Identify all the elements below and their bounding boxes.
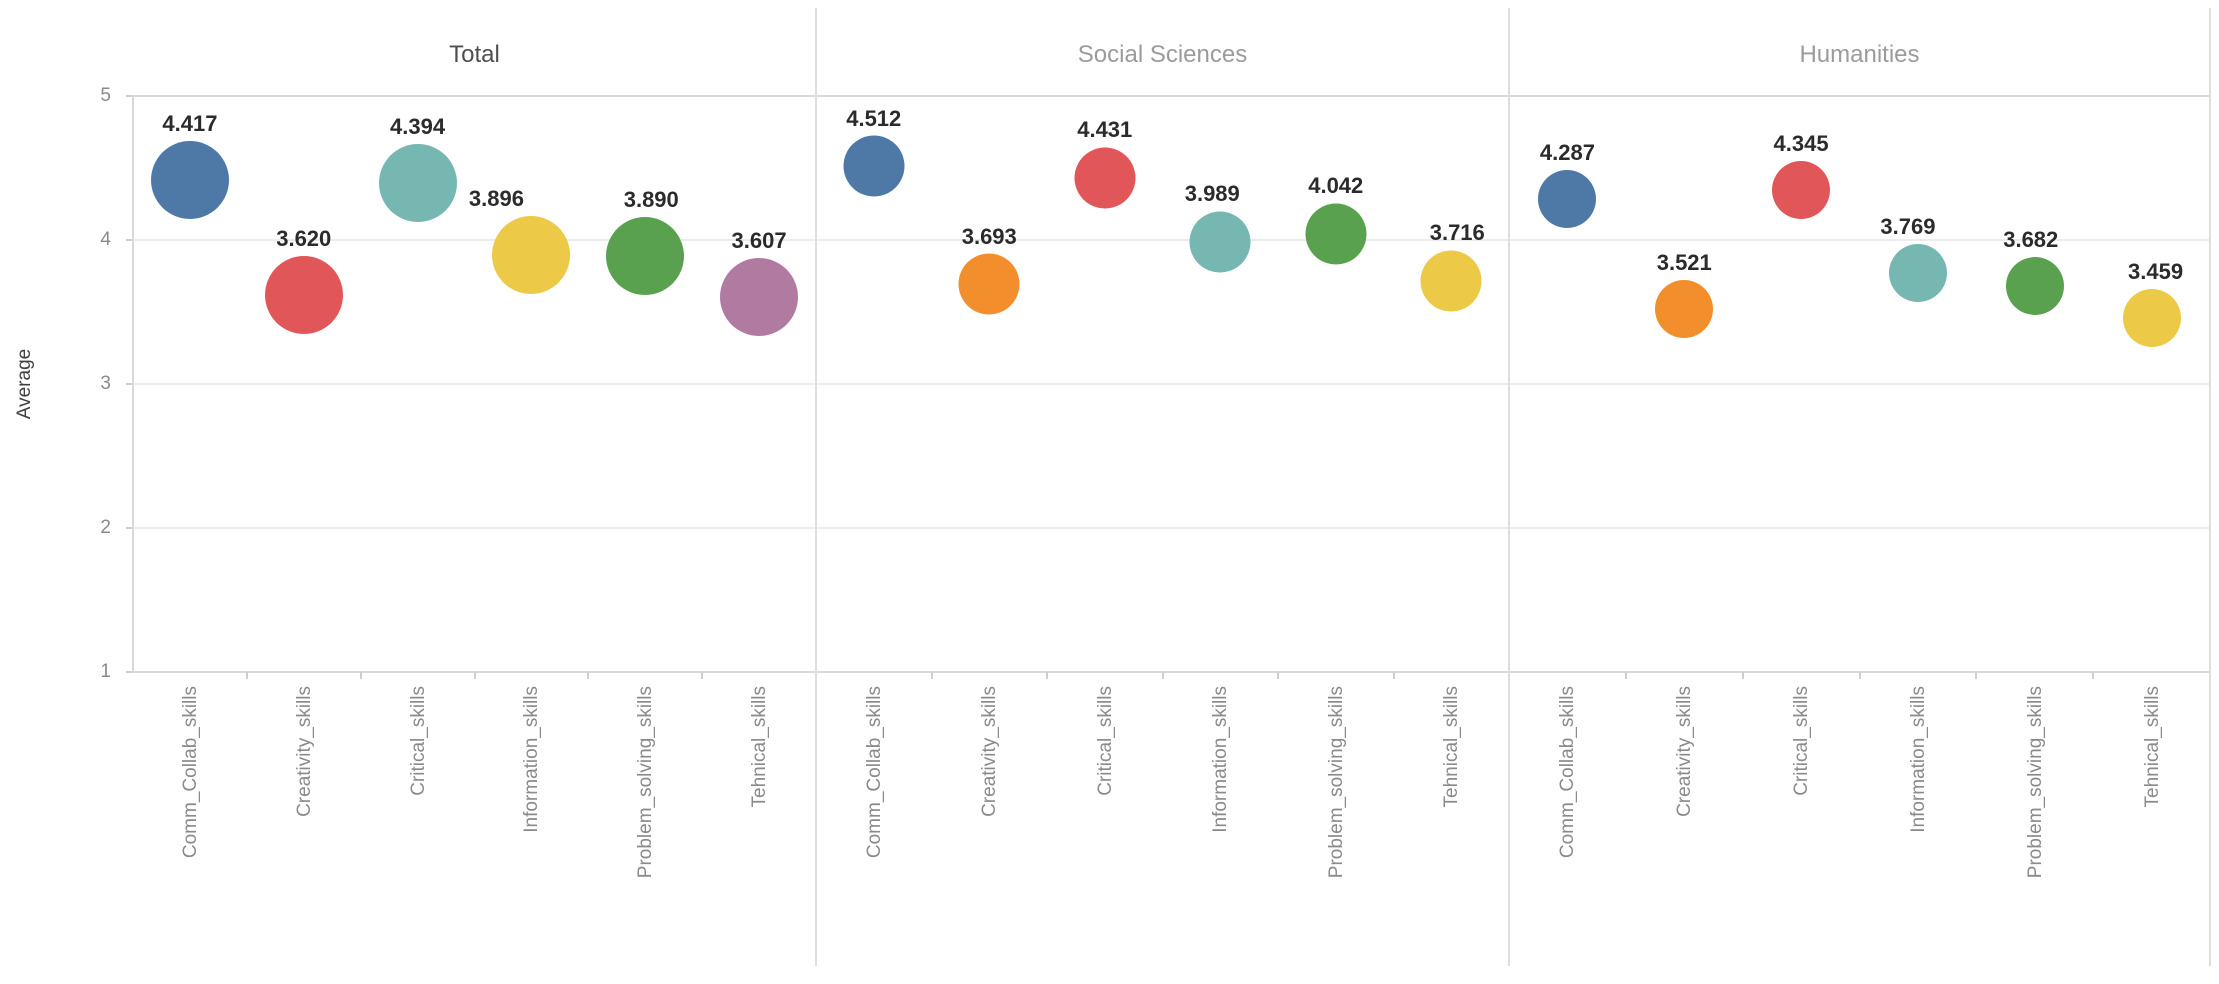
y-tick-mark	[126, 95, 133, 97]
bubble-mark[interactable]	[492, 215, 571, 294]
x-tick-mark	[930, 672, 933, 679]
value-label: 3.896	[468, 185, 524, 211]
bubble-mark[interactable]	[1074, 147, 1136, 209]
bubble-mark[interactable]	[1305, 203, 1367, 265]
value-label: 3.521	[1656, 249, 1712, 275]
value-label: 3.693	[961, 223, 1017, 249]
bubble-mark[interactable]	[1538, 169, 1597, 228]
x-tick-mark	[1161, 672, 1164, 679]
x-tick-mark	[701, 672, 704, 679]
x-tick-mark	[1277, 672, 1279, 679]
y-tick-label: 1	[100, 661, 111, 682]
y-tick-label: 3	[100, 373, 111, 394]
value-label: 4.287	[1539, 139, 1595, 165]
bubble-mark[interactable]	[150, 140, 229, 219]
value-label: 4.042	[1308, 173, 1364, 199]
x-axis-label: Creativity_skills	[979, 686, 1001, 817]
value-label: 3.989	[1184, 181, 1240, 207]
x-tick-mark	[1046, 672, 1048, 679]
bubble-mark[interactable]	[264, 255, 343, 334]
value-label: 3.607	[731, 227, 787, 253]
x-tick-mark	[1392, 672, 1395, 679]
value-label: 4.394	[390, 114, 446, 140]
value-label: 4.345	[1773, 131, 1829, 157]
y-tick-mark	[126, 671, 133, 673]
bubble-mark[interactable]	[958, 253, 1020, 315]
bubble-mark[interactable]	[1655, 279, 1714, 338]
value-label: 3.620	[276, 225, 332, 251]
x-tick-mark	[1858, 672, 1861, 679]
x-axis-label: Tehnical_skills	[2141, 686, 2163, 808]
x-axis-label: Creativity_skills	[1674, 686, 1696, 817]
value-label: 3.716	[1429, 220, 1485, 246]
value-label: 3.682	[2003, 226, 2059, 252]
y-tick-mark	[126, 383, 133, 385]
panel-header-humanities: Humanities	[1799, 41, 1920, 68]
y-tick-label: 2	[100, 517, 111, 538]
x-axis-label: Tehnical_skills	[749, 686, 771, 808]
value-label: 4.417	[162, 110, 218, 136]
x-tick-mark	[359, 672, 362, 679]
panel-header-total: Total	[449, 41, 500, 68]
y-tick-mark	[126, 527, 133, 529]
x-tick-mark	[2092, 672, 2095, 679]
x-tick-mark	[1624, 672, 1627, 679]
x-tick-mark	[473, 672, 476, 679]
bubble-mark[interactable]	[1189, 211, 1251, 273]
x-axis-label: Information_skills	[1907, 686, 1929, 833]
y-tick-mark	[126, 239, 133, 241]
panel-divider	[1508, 8, 1510, 966]
x-axis-label: Comm_Collab_skills	[863, 686, 885, 859]
bubble-mark[interactable]	[1420, 250, 1482, 312]
panel-divider	[815, 8, 817, 966]
y-axis-title: Average	[14, 348, 35, 420]
bubble-mark[interactable]	[606, 216, 685, 295]
x-tick-mark	[245, 672, 248, 679]
bubble-mark[interactable]	[378, 144, 457, 223]
bubble-mark[interactable]	[2005, 256, 2064, 315]
x-axis-label: Comm_Collab_skills	[1557, 686, 1579, 859]
bubble-mark[interactable]	[843, 135, 905, 197]
value-label: 4.431	[1077, 117, 1133, 143]
bubble-mark[interactable]	[2122, 288, 2181, 347]
y-tick-label: 4	[100, 229, 111, 250]
x-axis-label: Problem_solving_skills	[2024, 686, 2046, 879]
x-axis-label: Problem_solving_skills	[1325, 686, 1347, 879]
plot-right-border	[2209, 8, 2211, 966]
y-tick-label: 5	[100, 85, 111, 106]
x-axis-label: Comm_Collab_skills	[179, 686, 201, 859]
x-axis-label: Critical_skills	[1094, 686, 1116, 796]
x-axis-label: Problem_solving_skills	[635, 686, 657, 879]
bubble-mark[interactable]	[1888, 244, 1947, 303]
panel-header-social-sciences: Social Sciences	[1077, 41, 1248, 68]
x-tick-mark	[1975, 672, 1978, 679]
x-axis-label: Creativity_skills	[293, 686, 315, 817]
y-axis-line	[132, 96, 134, 672]
x-tick-mark	[587, 672, 590, 679]
bubble-mark[interactable]	[1772, 161, 1831, 220]
x-axis-label: Tehnical_skills	[1441, 686, 1463, 808]
x-tick-mark	[1741, 672, 1744, 679]
x-axis-label: Information_skills	[521, 686, 543, 833]
x-axis-label: Critical_skills	[407, 686, 429, 796]
gridline	[133, 239, 2210, 241]
value-label: 4.512	[846, 105, 902, 131]
value-label: 3.769	[1880, 214, 1936, 240]
gridline	[133, 383, 2210, 385]
x-axis-label: Critical_skills	[1791, 686, 1813, 796]
x-axis-label: Information_skills	[1210, 686, 1232, 833]
value-label: 3.890	[623, 186, 679, 212]
gridline	[133, 527, 2210, 529]
x-axis-line	[133, 671, 2210, 673]
gridline	[133, 95, 2210, 97]
bubble-mark[interactable]	[720, 257, 799, 336]
value-label: 3.459	[2128, 258, 2184, 284]
